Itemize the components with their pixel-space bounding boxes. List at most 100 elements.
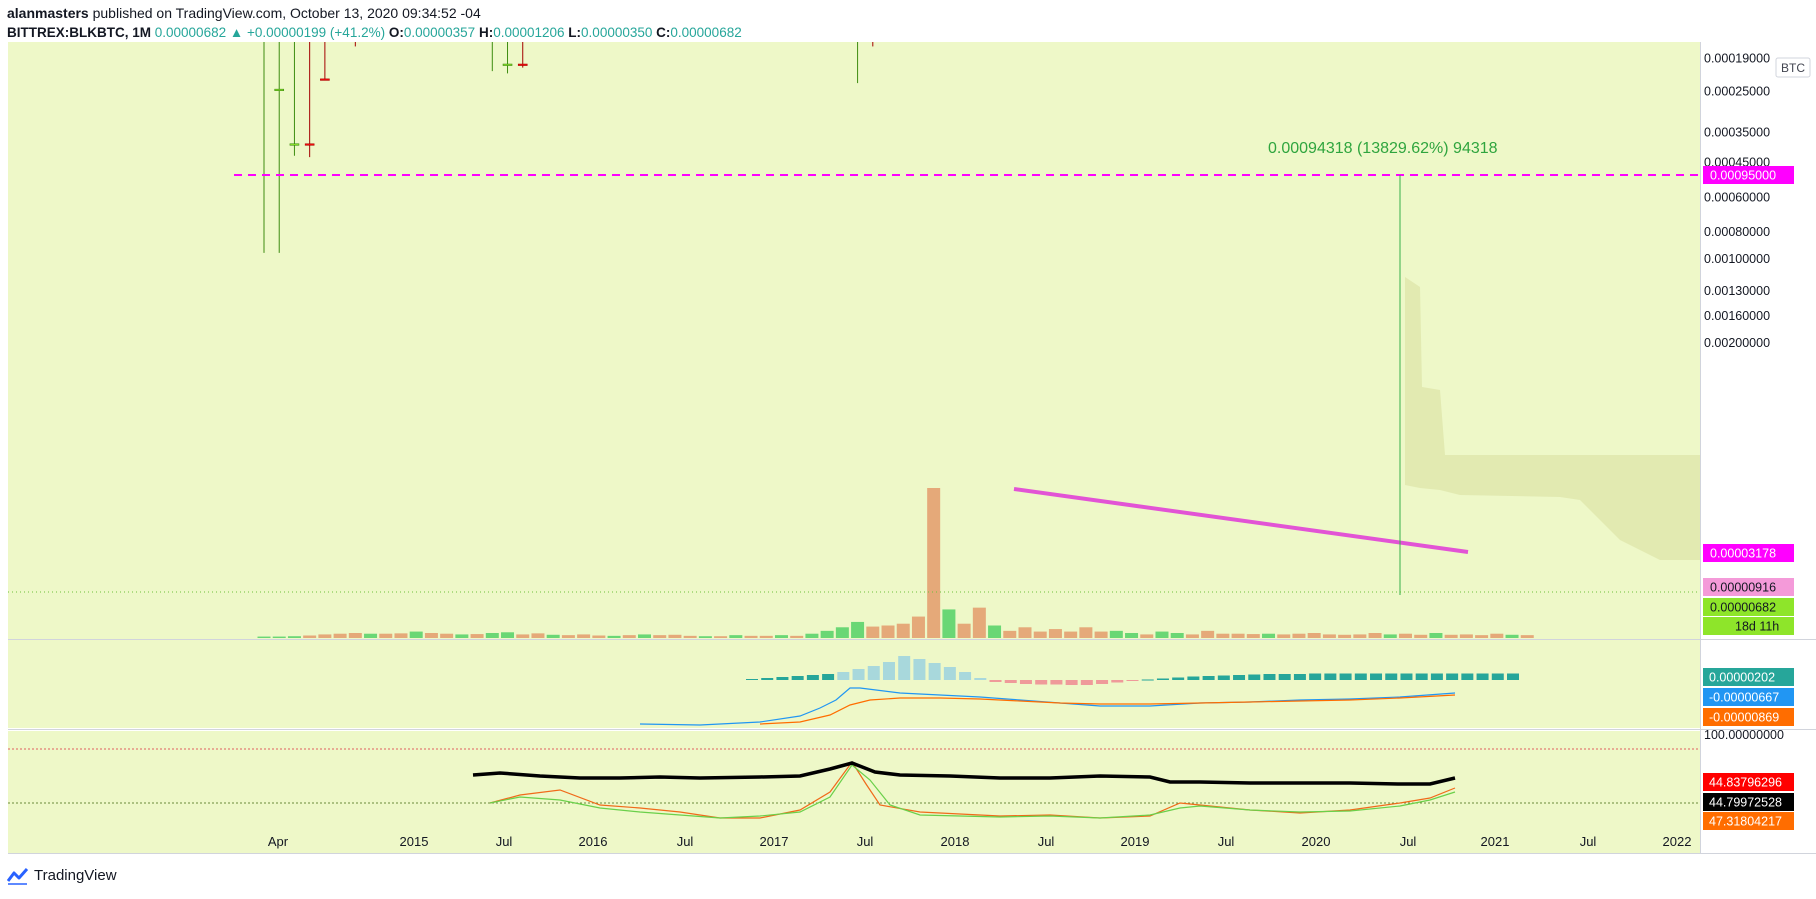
macd-histogram-bar [1339,673,1352,680]
volume-bar [1018,627,1032,638]
macd-value-tag [1703,708,1794,726]
macd-histogram-bar [1019,680,1032,684]
y-axis-tick-label: 0.00035000 [1704,125,1770,139]
candle [263,42,265,253]
volume-bar [1475,635,1489,638]
y-axis-tick-label: 0.00025000 [1704,85,1770,99]
price-tag-label: 0.00000916 [1710,581,1776,595]
volume-bar [988,625,1002,638]
y-axis-tick-label: 0.00060000 [1704,190,1770,204]
rsi-value-tag [1703,812,1794,830]
macd-histogram-bar [761,678,774,680]
volume-bar [1246,634,1260,638]
rsi-value-label: 44.79972528 [1709,796,1782,810]
candle [517,42,528,68]
x-axis-tick-label: Jul [1580,834,1597,849]
price-tag-last-price [1703,598,1794,616]
candle [502,42,513,74]
macd-histogram-bar [1263,674,1276,680]
macd-histogram-bar [959,672,972,680]
macd-histogram-bar [989,680,1002,682]
rsi-value-tag [1703,773,1794,791]
candle-body [502,63,513,66]
currency-badge[interactable] [1775,57,1811,78]
symbol-label[interactable]: BITTREX:BLKBTC, 1M [7,25,151,40]
rsi-value-tag [1703,793,1794,811]
volume-bar [1444,634,1458,638]
published-text: published on TradingView.com, October 13… [92,5,481,21]
volume-bar [851,621,865,638]
rsi-value-label: 44.83796296 [1709,776,1782,790]
volume-bar [744,635,758,638]
rsi-line [472,761,1456,786]
high-value: 0.00001206 [493,25,565,40]
volume-bar [1155,631,1169,638]
volume-bar [1094,631,1108,638]
macd-histogram-bar [1354,673,1367,680]
volume-bar [622,635,636,638]
macd-histogram-bar [1507,673,1519,680]
macd-histogram-bar [1476,673,1489,680]
volume-bar [1277,634,1291,638]
volume-bar [455,634,469,638]
price-chart[interactable]: 0.00094318 (13829.62%) 94318 0.00200000 0… [0,42,1816,862]
volume-bar [942,609,956,638]
macd-histogram-bar [1217,675,1230,680]
macd-histogram-bar [1096,680,1109,684]
volume-bar [1368,633,1382,638]
volume-bar [1170,633,1184,638]
trend-line[interactable] [1013,487,1469,554]
x-axis-tick-label: 2017 [760,834,789,849]
volume-bar [972,607,986,638]
volume-bar [1262,633,1276,638]
volume-bar [1292,633,1306,638]
close-value: 0.00000682 [670,25,742,40]
volume-bar [394,633,408,638]
price-tag-trend-line [1703,544,1794,562]
volume-bar [774,635,788,638]
last-price: 0.00000682 [154,25,227,40]
rsi-axis-label: 100.00000000 [1704,728,1784,742]
price-tag-label: 18d 11h [1735,620,1779,634]
volume-bar [1140,634,1154,638]
price-change: ▲ +0.00000199 (+41.2%) [229,25,386,40]
rsi-green-line [489,764,1456,819]
volume-bar [1520,635,1534,638]
high-label: H: [478,25,494,40]
macd-value-label: 0.00000202 [1709,671,1775,685]
macd-histogram-bar [1278,674,1291,680]
x-axis-tick-label: 2019 [1121,834,1150,849]
volume-bar [1414,634,1428,638]
macd-histogram-bar [1141,679,1154,681]
macd-value-tag [1703,688,1794,706]
x-axis-tick-label: Jul [677,834,694,849]
volume-bar [1383,634,1397,638]
tradingview-logo-icon [7,868,29,885]
macd-histogram-bar [1065,680,1078,685]
macd-histogram-bar [1156,678,1169,680]
macd-histogram-bar [1202,676,1215,680]
volume-bar [805,633,819,638]
volume-bar [881,625,895,638]
publisher-name[interactable]: alanmasters [7,5,89,21]
macd-value-label: -0.00000667 [1709,691,1779,705]
volume-bar [1079,627,1093,638]
macd-histogram-bar [882,662,895,680]
macd-histogram-bar [852,669,865,680]
volume-bar [1322,634,1336,638]
macd-histogram-bar [913,659,926,680]
volume-bar [1033,631,1047,638]
volume-bar [1338,634,1352,638]
volume-bar [1185,634,1199,638]
volume-bar [485,633,499,638]
volume-bar [287,636,301,638]
tradingview-logo[interactable]: TradingView [7,866,117,886]
volume-bar [272,636,286,638]
close-label: C: [656,25,671,40]
macd-histogram-bar [1400,673,1413,680]
price-tag-label: 0.00003178 [1710,547,1776,561]
macd-histogram-bar [1461,673,1474,680]
publish-line: alanmasters published on TradingView.com… [7,4,481,22]
macd-histogram-bar [791,676,804,680]
x-axis-tick-label: Jul [1218,834,1235,849]
